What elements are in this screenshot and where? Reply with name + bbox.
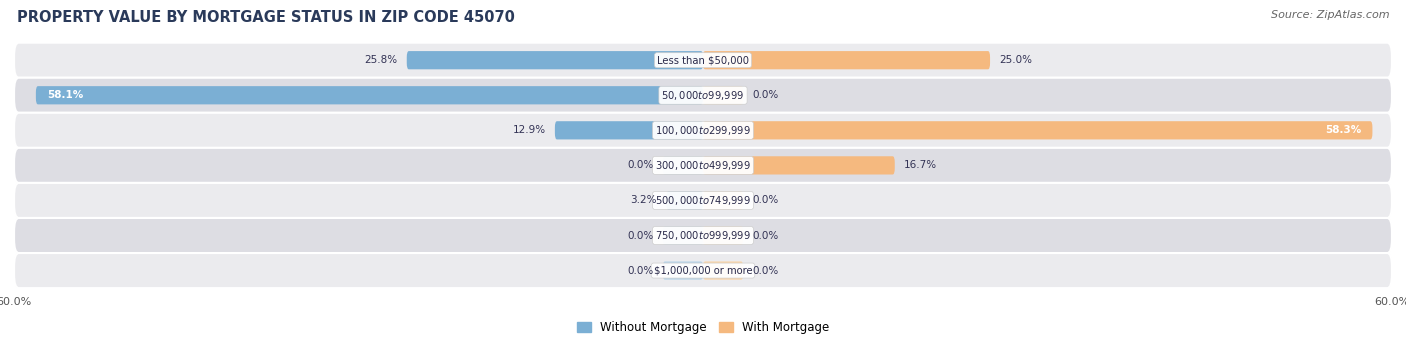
Text: $300,000 to $499,999: $300,000 to $499,999 <box>655 159 751 172</box>
FancyBboxPatch shape <box>666 191 703 210</box>
FancyBboxPatch shape <box>703 262 744 280</box>
Text: $500,000 to $749,999: $500,000 to $749,999 <box>655 194 751 207</box>
Text: $50,000 to $99,999: $50,000 to $99,999 <box>661 89 745 102</box>
Text: 0.0%: 0.0% <box>752 231 779 240</box>
FancyBboxPatch shape <box>406 51 703 69</box>
FancyBboxPatch shape <box>37 86 703 104</box>
FancyBboxPatch shape <box>703 156 894 175</box>
Text: 25.8%: 25.8% <box>364 55 398 65</box>
Text: 0.0%: 0.0% <box>627 231 654 240</box>
FancyBboxPatch shape <box>703 226 744 244</box>
Legend: Without Mortgage, With Mortgage: Without Mortgage, With Mortgage <box>572 316 834 339</box>
Text: 16.7%: 16.7% <box>904 160 936 170</box>
Text: 0.0%: 0.0% <box>627 266 654 276</box>
FancyBboxPatch shape <box>14 253 1392 288</box>
Text: 58.1%: 58.1% <box>48 90 83 100</box>
FancyBboxPatch shape <box>662 156 703 175</box>
Text: Source: ZipAtlas.com: Source: ZipAtlas.com <box>1271 10 1389 20</box>
Text: 3.2%: 3.2% <box>630 195 657 205</box>
FancyBboxPatch shape <box>14 218 1392 253</box>
Text: $750,000 to $999,999: $750,000 to $999,999 <box>655 229 751 242</box>
FancyBboxPatch shape <box>703 86 744 104</box>
Text: $100,000 to $299,999: $100,000 to $299,999 <box>655 124 751 137</box>
Text: 0.0%: 0.0% <box>752 195 779 205</box>
FancyBboxPatch shape <box>14 113 1392 148</box>
FancyBboxPatch shape <box>662 262 703 280</box>
Text: PROPERTY VALUE BY MORTGAGE STATUS IN ZIP CODE 45070: PROPERTY VALUE BY MORTGAGE STATUS IN ZIP… <box>17 10 515 25</box>
FancyBboxPatch shape <box>555 121 703 139</box>
Text: 0.0%: 0.0% <box>752 266 779 276</box>
FancyBboxPatch shape <box>662 226 703 244</box>
FancyBboxPatch shape <box>14 78 1392 113</box>
Text: 0.0%: 0.0% <box>752 90 779 100</box>
Text: 25.0%: 25.0% <box>1000 55 1032 65</box>
Text: Less than $50,000: Less than $50,000 <box>657 55 749 65</box>
FancyBboxPatch shape <box>14 148 1392 183</box>
FancyBboxPatch shape <box>14 43 1392 78</box>
FancyBboxPatch shape <box>703 51 990 69</box>
FancyBboxPatch shape <box>703 121 1372 139</box>
Text: 12.9%: 12.9% <box>513 125 546 135</box>
FancyBboxPatch shape <box>14 183 1392 218</box>
FancyBboxPatch shape <box>703 191 744 210</box>
Text: $1,000,000 or more: $1,000,000 or more <box>654 266 752 276</box>
Text: 0.0%: 0.0% <box>627 160 654 170</box>
Text: 58.3%: 58.3% <box>1324 125 1361 135</box>
